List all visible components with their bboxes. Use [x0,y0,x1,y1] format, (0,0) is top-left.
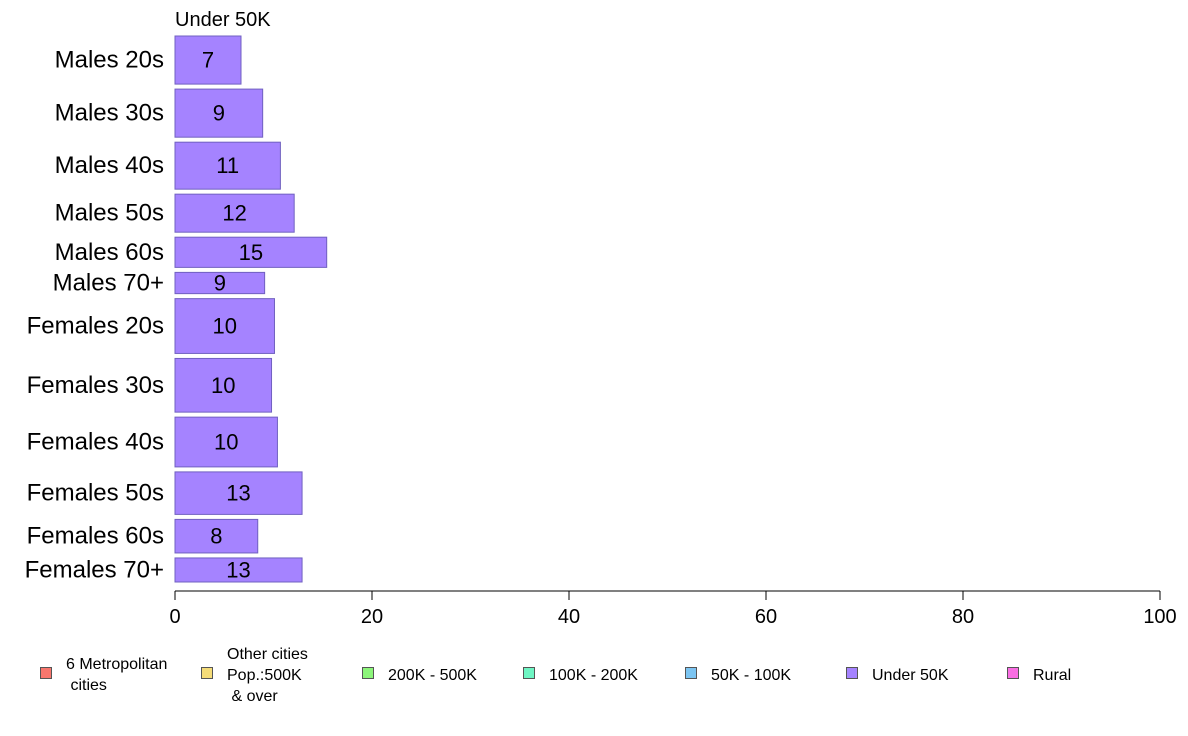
category-label: Females 40s [27,429,164,456]
category-label: Males 30s [55,100,164,127]
bar [174,88,264,138]
bar-value-label: 10 [211,373,235,398]
bar [174,271,266,295]
category-labels: Males 20s Males 30s Males 40s Males 50s Male… [25,47,164,584]
category-label: Males 50s [55,200,164,227]
bar [174,518,259,554]
category-label: Males 40s [55,152,164,179]
legend-swatch [362,667,374,679]
bar [174,236,328,268]
bar-value-label: 10 [213,314,237,339]
legend-swatch [40,667,52,679]
legend-label: 6 Metropolitan cities [66,656,168,694]
bar [174,471,303,515]
bar-value-label: 10 [214,430,238,455]
chart-title: Under 50K [175,9,271,31]
legend-label: Other cities Pop.:500K & over [227,645,308,705]
bar-value-label: 7 [202,48,214,73]
bar-value-label: 11 [216,153,239,178]
legend-label: 200K - 500K [388,666,477,684]
category-label: Females 60s [27,523,164,550]
category-label: Males 20s [55,47,164,74]
legend-label: Under 50K [872,666,949,684]
x-axis: 0 20 40 60 80 100 [169,590,1177,628]
bar-value-label: 12 [222,201,246,226]
category-label: Females 70+ [25,556,164,583]
bar-value-label: 9 [213,101,225,126]
category-label: Females 30s [27,372,164,399]
legend-label: 100K - 200K [549,666,638,684]
bar [174,35,242,85]
bar [174,416,278,468]
bar-value-label: 13 [226,557,250,582]
legend-swatch [201,667,213,679]
bar [174,357,273,413]
category-label: Males 70+ [53,270,164,297]
x-tick-label: 40 [558,606,580,628]
legend-swatch [846,667,858,679]
legend-swatch [1007,667,1019,679]
legend-label: Rural [1033,666,1072,684]
bar-value-label: 15 [239,240,263,265]
x-tick-label: 0 [169,606,180,628]
category-label: Males 60s [55,239,164,266]
x-tick-label: 100 [1143,606,1176,628]
bar-value-label: 8 [210,524,222,549]
bar-value-label: 13 [226,481,250,506]
legend-swatch [523,667,535,679]
bar [174,193,295,233]
bar [174,557,303,583]
legend: 6 Metropolitan cities Other cities Pop.:5… [0,640,1188,710]
bar [174,141,281,190]
x-tick-label: 20 [361,606,383,628]
bar-value-label: 9 [214,271,226,296]
legend-label: 50K - 100K [711,666,792,684]
category-label: Females 20s [27,313,164,340]
x-tick-label: 80 [952,606,974,628]
legend-swatch [685,667,697,679]
category-label: Females 50s [27,480,164,507]
x-tick-label: 60 [755,606,777,628]
bar [174,298,275,354]
